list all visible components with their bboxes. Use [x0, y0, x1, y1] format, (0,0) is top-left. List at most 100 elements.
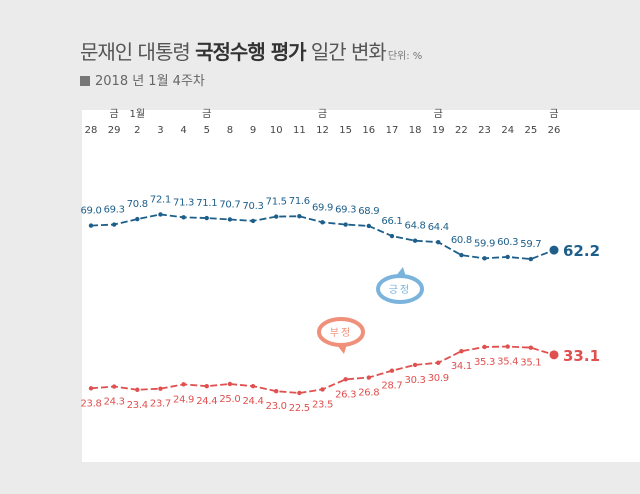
positive-data-label: 69.9: [312, 202, 333, 213]
negative-data-label: 26.8: [358, 388, 379, 399]
category-label: 3: [157, 125, 163, 136]
negative-point: [343, 377, 348, 382]
positive-point: [88, 223, 94, 228]
negative-point: [412, 362, 418, 368]
positive-last-value-label: 62.2: [563, 242, 600, 260]
positive-series-bubble-label: 긍정: [389, 284, 411, 296]
positive-data-label: 64.4: [428, 222, 449, 233]
positive-data-label: 70.3: [243, 201, 264, 212]
negative-data-label: 23.0: [266, 401, 287, 412]
category-label: 12: [316, 125, 329, 136]
positive-data-label: 71.3: [173, 197, 194, 208]
positive-point: [204, 215, 209, 221]
negative-data-label: 35.4: [497, 357, 518, 368]
category-tag: 금: [549, 108, 558, 120]
positive-point: [111, 222, 117, 227]
negative-series-bubble: 부정: [317, 317, 365, 354]
positive-point: [549, 245, 559, 255]
positive-data-label: 68.9: [358, 206, 379, 217]
negative-data-label: 30.9: [428, 373, 449, 384]
positive-point: [250, 218, 256, 224]
category-label: 15: [339, 125, 352, 136]
positive-data-label: 60.3: [497, 237, 518, 248]
negative-point: [549, 350, 559, 360]
negative-data-label: 23.5: [312, 399, 333, 410]
negative-point: [366, 375, 371, 380]
negative-data-label: 30.3: [405, 375, 426, 386]
plot-area: [82, 110, 640, 462]
negative-point: [528, 345, 534, 350]
category-label: 9: [250, 125, 256, 136]
positive-point: [343, 222, 348, 227]
negative-point: [111, 384, 117, 389]
category-label: 2: [134, 125, 140, 136]
negative-point: [204, 383, 209, 389]
category-label: 19: [432, 125, 445, 136]
category-label: 26: [548, 125, 561, 136]
positive-data-label: 69.0: [80, 206, 101, 217]
category-label: 4: [180, 125, 186, 136]
positive-point: [227, 217, 233, 222]
subtitle-square-icon: [80, 76, 90, 86]
positive-point: [389, 233, 395, 239]
negative-data-label: 23.4: [127, 400, 148, 411]
negative-point: [227, 381, 233, 387]
negative-data-label: 24.9: [173, 394, 194, 405]
negative-data-label: 35.1: [520, 358, 541, 369]
positive-point: [320, 220, 325, 225]
title-part-a: 문재인 대통령: [80, 40, 196, 64]
negative-point: [320, 387, 325, 392]
positive-data-label: 64.8: [405, 221, 426, 232]
negative-data-label: 34.1: [451, 361, 472, 372]
negative-point: [88, 386, 94, 391]
negative-point: [250, 383, 256, 389]
category-tag: 금: [110, 108, 119, 120]
category-label: 8: [227, 125, 233, 136]
positive-data-label: 72.1: [150, 194, 171, 205]
negative-point: [181, 382, 186, 387]
negative-data-label: 24.3: [104, 397, 125, 408]
category-label: 29: [108, 125, 121, 136]
category-label: 10: [270, 125, 283, 136]
positive-point: [366, 223, 371, 229]
negative-data-label: 24.4: [196, 396, 217, 407]
positive-point: [412, 238, 418, 243]
negative-data-label: 22.5: [289, 403, 310, 414]
positive-data-label: 59.9: [474, 238, 495, 249]
negative-point: [436, 360, 441, 365]
positive-point: [158, 212, 163, 217]
negative-point: [274, 389, 279, 394]
positive-point: [482, 256, 487, 261]
positive-data-label: 70.8: [127, 199, 148, 210]
negative-data-label: 35.3: [474, 357, 495, 368]
positive-series-bubble: 긍정: [376, 267, 424, 304]
unit-label: 단위: %: [387, 51, 423, 62]
category-tag: 금: [202, 108, 211, 120]
category-label: 22: [455, 125, 468, 136]
positive-data-label: 71.1: [196, 198, 217, 209]
positive-point: [459, 252, 464, 258]
category-label: 17: [386, 125, 399, 136]
positive-data-label: 59.7: [520, 239, 541, 250]
category-label: 16: [362, 125, 375, 136]
category-label: 28: [85, 125, 98, 136]
positive-point: [181, 215, 186, 220]
category-tag: 1월: [130, 108, 146, 120]
positive-point: [528, 256, 534, 262]
chart-subtitle: 2018 년 1월 4주차: [80, 70, 205, 89]
category-label: 25: [524, 125, 537, 136]
positive-data-label: 69.3: [335, 205, 356, 216]
positive-data-label: 70.7: [219, 199, 240, 210]
category-label: 24: [501, 125, 514, 136]
negative-point: [389, 368, 395, 373]
negative-point: [459, 349, 464, 354]
positive-point: [297, 214, 302, 219]
chart-title: 문재인 대통령 국정수행 평가 일간 변화 단위: %: [80, 36, 422, 65]
negative-point: [505, 344, 510, 349]
subtitle-text: 2018 년 1월 4주차: [95, 74, 205, 89]
positive-data-label: 66.1: [381, 216, 402, 227]
positive-point: [436, 239, 441, 245]
negative-data-label: 25.0: [219, 394, 240, 405]
